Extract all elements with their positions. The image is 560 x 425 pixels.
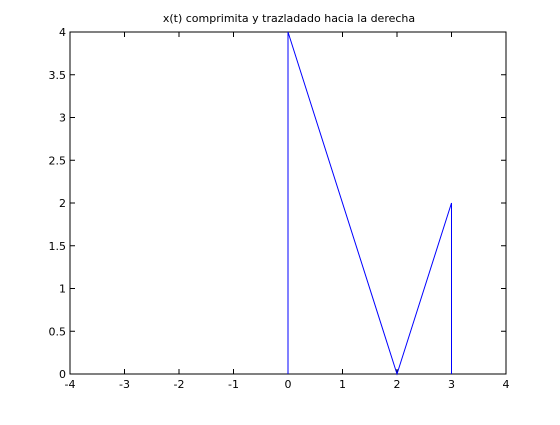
x-tick-label: -4 (65, 378, 76, 391)
x-tick-label: 3 (448, 378, 455, 391)
series-layer (287, 31, 452, 376)
y-tick-label: 1.5 (49, 240, 67, 253)
y-tick-label: 0.5 (49, 325, 67, 338)
x-tick-label: -3 (119, 378, 130, 391)
x-tick-label: 4 (503, 378, 510, 391)
x-tick-label: 0 (285, 378, 292, 391)
series-line (287, 31, 452, 376)
y-tick-label: 2.5 (49, 154, 67, 167)
y-tick-label: 0 (59, 368, 66, 381)
y-tick-label: 1 (59, 283, 66, 296)
chart-title: x(t) comprimita y trazladado hacia la de… (163, 12, 415, 25)
x-tick-label: -1 (228, 378, 239, 391)
x-tick-label: -2 (174, 378, 185, 391)
y-tick-label: 2 (59, 197, 66, 210)
y-tick-label: 3.5 (49, 69, 67, 82)
axis-tick-labels: -4 -3 -2 -1 0 1 2 3 4 0 0.5 1 1.5 2 2.5 3 3.5 4 (49, 26, 510, 391)
x-tick-label: 1 (339, 378, 346, 391)
x-tick-label: 2 (394, 378, 401, 391)
y-tick-label: 4 (59, 26, 66, 39)
y-tick-label: 3 (59, 112, 66, 125)
